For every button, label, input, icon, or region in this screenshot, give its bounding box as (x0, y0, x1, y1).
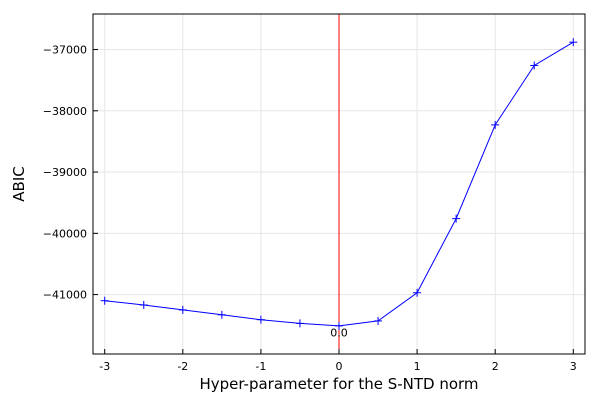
data-point-marker (178, 305, 187, 314)
x-tick-label: 2 (492, 360, 499, 373)
data-point-marker (295, 319, 304, 328)
data-point-marker (569, 38, 578, 47)
y-tick-label: −39000 (43, 166, 87, 179)
y-axis-label: ABIC (10, 166, 28, 201)
data-point-marker (374, 316, 383, 325)
annotation-layer: 0.0 (330, 327, 348, 340)
x-tick-label: -3 (99, 360, 110, 373)
data-point-marker (256, 315, 265, 324)
annotation-label: 0.0 (330, 327, 348, 340)
data-point-marker (100, 296, 109, 305)
y-tick-label: −37000 (43, 44, 87, 57)
y-tick-label: −41000 (43, 289, 87, 302)
data-point-marker (413, 288, 422, 297)
data-point-marker (217, 310, 226, 319)
x-tick-label: 3 (570, 360, 577, 373)
data-point-marker (530, 61, 539, 70)
data-point-marker (335, 321, 343, 330)
data-point-marker (491, 120, 500, 129)
series-layer (100, 38, 578, 330)
data-point-marker (139, 300, 148, 309)
x-tick-label: -2 (177, 360, 188, 373)
y-tick-label: −40000 (43, 227, 87, 240)
x-tick-label: 0 (336, 360, 343, 373)
x-tick-label: -1 (255, 360, 266, 373)
data-point-marker (452, 214, 461, 223)
axis-ticks: -3 -2 -1 0 1 2 3 −41000 −40000 −39000 −38000 −37000 (43, 44, 577, 373)
y-tick-label: −38000 (43, 105, 87, 118)
x-tick-label: 1 (414, 360, 421, 373)
x-axis-label: Hyper-parameter for the S-NTD norm (199, 375, 478, 393)
